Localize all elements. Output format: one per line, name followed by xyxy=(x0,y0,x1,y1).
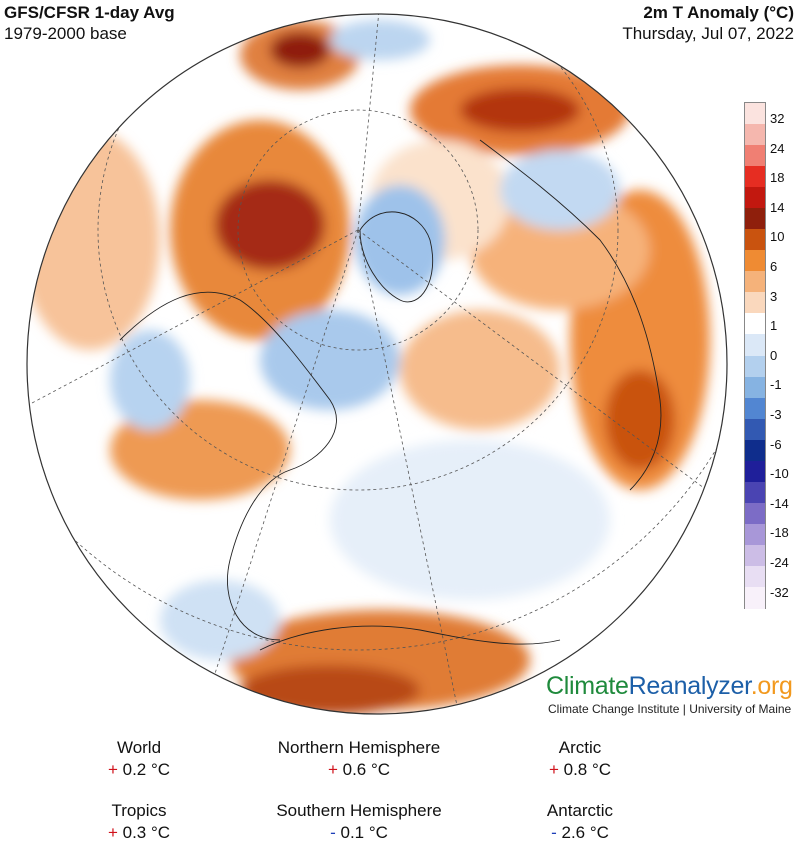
stat-arctic-name: Arctic xyxy=(558,738,602,757)
color-scale-swatch xyxy=(745,418,765,441)
color-scale-swatch xyxy=(745,166,765,188)
stat-arctic-value: + 0.8 °C xyxy=(548,760,612,779)
stat-sh-value: - 0.1 °C xyxy=(330,823,388,842)
brand-logo-text[interactable]: ClimateReanalyzer.org xyxy=(546,672,793,701)
stat-antarctic-name: Antarctic xyxy=(546,801,614,820)
stat-arctic: Arctic + 0.8 °C xyxy=(470,737,690,781)
color-scale-label: -32 xyxy=(770,584,789,600)
color-scale-swatch xyxy=(745,250,765,272)
stat-antarctic: Antarctic - 2.6 °C xyxy=(470,800,690,844)
color-scale-swatch xyxy=(745,376,765,399)
color-scale-swatch xyxy=(745,208,765,230)
color-scale-swatch xyxy=(745,187,765,209)
color-scale-label: -18 xyxy=(770,525,789,541)
graticule xyxy=(27,14,727,714)
color-scale-swatch xyxy=(745,565,765,588)
color-scale-label: 32 xyxy=(770,111,785,126)
color-scale-swatch xyxy=(745,586,765,609)
color-scale-swatch xyxy=(745,544,765,567)
color-scale-label: -14 xyxy=(770,495,789,511)
color-scale-swatch xyxy=(745,397,765,420)
color-scale-label: -3 xyxy=(770,407,782,422)
stat-nh-name: Northern Hemisphere xyxy=(277,738,441,757)
stat-tropics-value: + 0.3 °C xyxy=(107,823,171,842)
color-scale-label: -6 xyxy=(770,436,782,452)
color-scale-swatch xyxy=(745,334,765,357)
stat-world-name: World xyxy=(116,738,162,757)
brand-reanalyzer: Reanalyzer xyxy=(628,672,751,700)
color-scale-swatch xyxy=(745,481,765,504)
color-scale-swatch xyxy=(745,103,765,125)
globe-map xyxy=(26,13,728,715)
color-scale-label: -1 xyxy=(770,377,782,393)
color-scale-swatch xyxy=(745,355,765,378)
globe-outline xyxy=(26,13,728,715)
color-scale-label: -24 xyxy=(770,555,789,570)
color-scale-label: 3 xyxy=(770,288,778,304)
variable-title: 2m T Anomaly (°C) xyxy=(643,3,794,22)
color-scale-swatch xyxy=(745,460,765,483)
header-left: GFS/CFSR 1-day Avg 1979-2000 base xyxy=(4,2,175,44)
stat-southern-hemisphere: Southern Hemisphere - 0.1 °C xyxy=(249,800,469,844)
color-scale-swatch xyxy=(745,523,765,546)
color-scale-swatch xyxy=(745,271,765,293)
color-scale-swatch xyxy=(745,145,765,167)
color-scale-label: 24 xyxy=(770,140,785,156)
map-date: Thursday, Jul 07, 2022 xyxy=(622,24,794,43)
color-scale-label: -10 xyxy=(770,466,789,482)
color-scale-label: 6 xyxy=(770,259,778,274)
color-scale-swatch xyxy=(745,124,765,146)
stat-antarctic-value: - 2.6 °C xyxy=(551,823,609,842)
brand-subtitle: Climate Change Institute | University of… xyxy=(548,702,792,716)
color-scale-swatch xyxy=(745,439,765,462)
color-scale-swatch xyxy=(745,292,765,315)
stat-nh-value: + 0.6 °C xyxy=(327,760,391,779)
color-scale-label: 18 xyxy=(770,170,785,186)
stat-world-value: + 0.2 °C xyxy=(107,760,171,779)
header-right: 2m T Anomaly (°C) Thursday, Jul 07, 2022 xyxy=(622,2,794,44)
base-period: 1979-2000 base xyxy=(4,24,127,43)
color-scale-bar xyxy=(744,102,766,609)
color-scale-label: 10 xyxy=(770,229,785,245)
brand-org: .org xyxy=(750,672,793,700)
stat-sh-name: Southern Hemisphere xyxy=(276,801,442,820)
color-scale-label: 1 xyxy=(770,318,778,334)
stat-tropics-name: Tropics xyxy=(111,801,167,820)
color-scale-label: 14 xyxy=(770,199,785,215)
color-scale-swatch xyxy=(745,229,765,251)
color-scale-label: 0 xyxy=(770,347,778,363)
color-scale-swatch xyxy=(745,502,765,525)
stat-northern-hemisphere: Northern Hemisphere + 0.6 °C xyxy=(249,737,469,781)
stat-tropics: Tropics + 0.3 °C xyxy=(29,800,249,844)
stat-world: World + 0.2 °C xyxy=(29,737,249,781)
coastlines xyxy=(119,139,662,651)
color-scale-swatch xyxy=(745,313,765,336)
model-title: GFS/CFSR 1-day Avg xyxy=(4,3,175,22)
brand-climate: Climate xyxy=(546,672,629,700)
